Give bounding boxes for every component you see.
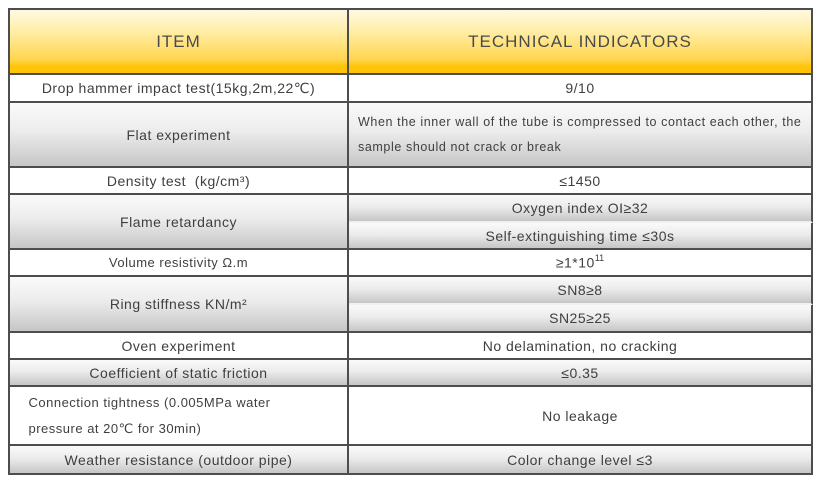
value-cell: SN25≥25 <box>349 305 813 333</box>
table-subrow: Self-extinguishing time ≤30s <box>10 223 813 250</box>
table-row: Ring stiffness KN/m² SN8≥8 <box>10 277 813 333</box>
item-cell: Drop hammer impact test(15kg,2m,22℃) <box>10 75 349 103</box>
item-cell: Weather resistance (outdoor pipe) <box>10 446 349 475</box>
table-row: Coefficient of static friction ≤0.35 <box>10 360 813 387</box>
item-cell: Oven experiment <box>10 333 349 360</box>
col-header-indicators: TECHNICAL INDICATORS <box>349 10 813 75</box>
header-row: ITEM TECHNICAL INDICATORS <box>10 10 813 75</box>
value-cell: When the inner wall of the tube is compr… <box>349 103 813 168</box>
value-exponent: 11 <box>594 253 605 264</box>
item-cell: Flat experiment <box>10 103 349 168</box>
table-row: Density test (kg/cm³) ≤1450 <box>10 168 813 195</box>
table-row: Connection tightness (0.005MPa water pre… <box>10 387 813 446</box>
value-cell: ≥1*1011 <box>349 250 813 277</box>
spec-table: ITEM TECHNICAL INDICATORS Drop hammer im… <box>8 8 813 475</box>
item-cell: Density test (kg/cm³) <box>10 168 349 195</box>
item-cell: Ring stiffness KN/m² <box>10 277 349 333</box>
spec-table-container: ITEM TECHNICAL INDICATORS Drop hammer im… <box>8 8 813 475</box>
table-row: Weather resistance (outdoor pipe) Color … <box>10 446 813 475</box>
value-cell: No delamination, no cracking <box>349 333 813 360</box>
item-cell: Flame retardancy <box>10 195 349 250</box>
item-cell: Volume resistivity Ω.m <box>10 250 349 277</box>
value-cell: ≤1450 <box>349 168 813 195</box>
table-row: Flat experiment When the inner wall of t… <box>10 103 813 168</box>
value-cell: Oxygen index OI≥32 <box>349 195 813 223</box>
item-text: Connection tightness (0.005MPa water pre… <box>28 394 271 436</box>
value-cell: ≤0.35 <box>349 360 813 387</box>
col-header-item: ITEM <box>10 10 349 75</box>
value-cell: Color change level ≤3 <box>349 446 813 475</box>
table-row: Drop hammer impact test(15kg,2m,22℃) 9/1… <box>10 75 813 103</box>
value-cell: 9/10 <box>349 75 813 103</box>
item-cell: Connection tightness (0.005MPa water pre… <box>10 387 349 446</box>
table-row: Volume resistivity Ω.m ≥1*1011 <box>10 250 813 277</box>
item-cell: Coefficient of static friction <box>10 360 349 387</box>
table-subrow: SN25≥25 <box>10 305 813 333</box>
value-cell: SN8≥8 <box>349 277 813 305</box>
value-base: ≥1*10 <box>555 254 595 271</box>
value-cell: No leakage <box>349 387 813 446</box>
table-row: Oven experiment No delamination, no crac… <box>10 333 813 360</box>
value-cell: Self-extinguishing time ≤30s <box>349 223 813 250</box>
table-row: Flame retardancy Oxygen index OI≥32 <box>10 195 813 250</box>
